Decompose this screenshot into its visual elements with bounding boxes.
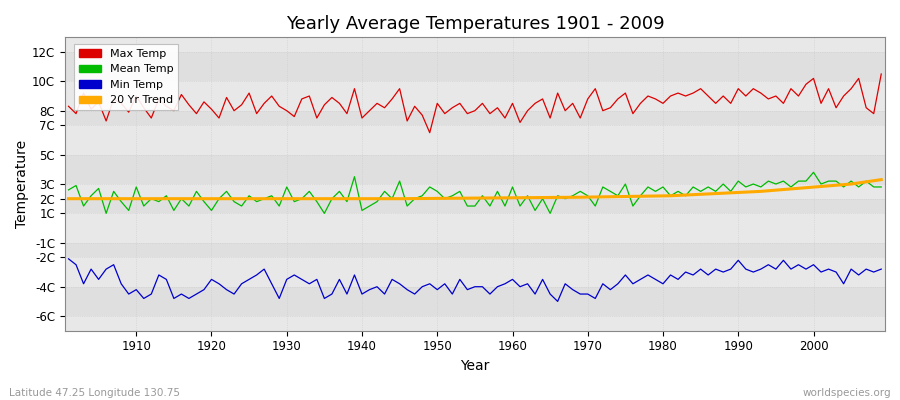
Bar xyxy=(65,184,885,199)
Bar xyxy=(65,287,885,316)
Bar xyxy=(65,111,885,125)
Bar xyxy=(65,199,885,213)
Title: Yearly Average Temperatures 1901 - 2009: Yearly Average Temperatures 1901 - 2009 xyxy=(285,15,664,33)
Bar xyxy=(65,243,885,257)
Legend: Max Temp, Mean Temp, Min Temp, 20 Yr Trend: Max Temp, Mean Temp, Min Temp, 20 Yr Tre… xyxy=(75,44,178,110)
Bar xyxy=(65,125,885,155)
Y-axis label: Temperature: Temperature xyxy=(15,140,29,228)
Bar xyxy=(65,52,885,81)
Text: Latitude 47.25 Longitude 130.75: Latitude 47.25 Longitude 130.75 xyxy=(9,388,180,398)
X-axis label: Year: Year xyxy=(460,359,490,373)
Bar xyxy=(65,81,885,111)
Bar xyxy=(65,155,885,184)
Text: worldspecies.org: worldspecies.org xyxy=(803,388,891,398)
Bar xyxy=(65,257,885,287)
Bar xyxy=(65,213,885,243)
